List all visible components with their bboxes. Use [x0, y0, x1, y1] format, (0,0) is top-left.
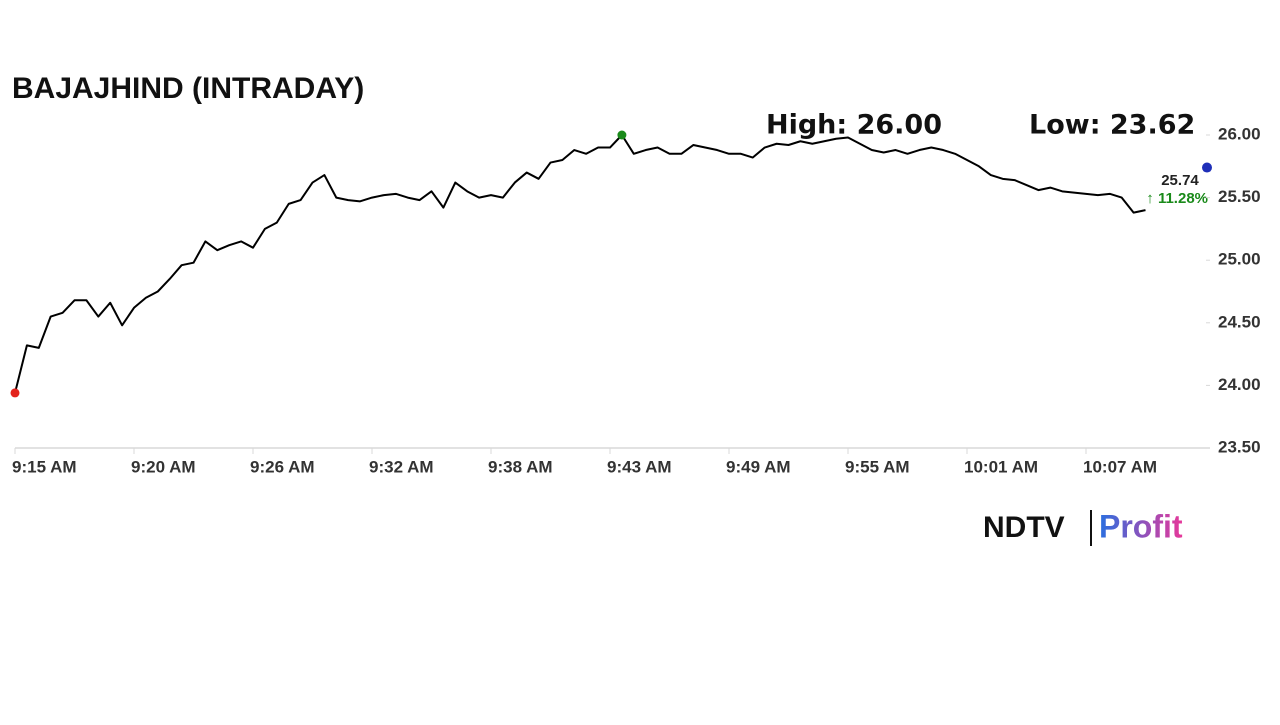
- x-tick-label: 10:01 AM: [964, 457, 1038, 476]
- high-point: [617, 130, 627, 140]
- x-tick-label: 9:43 AM: [607, 457, 672, 476]
- x-tick-label: 9:38 AM: [488, 457, 553, 476]
- x-tick-label: 9:26 AM: [250, 457, 315, 476]
- y-tick-label: 26.00: [1218, 124, 1261, 143]
- y-tick-label: 24.50: [1218, 312, 1261, 331]
- x-tick-label: 10:07 AM: [1083, 457, 1157, 476]
- x-tick-label: 9:20 AM: [131, 457, 196, 476]
- x-tick-label: 9:55 AM: [845, 457, 910, 476]
- x-tick-label: 9:15 AM: [12, 457, 77, 476]
- open-point: [10, 388, 20, 398]
- change-label: ↑ 11.28%: [1146, 190, 1208, 207]
- y-tick-label: 25.50: [1218, 187, 1261, 206]
- y-tick-label: 23.50: [1218, 437, 1261, 456]
- high-annotation: High: 26.00: [766, 110, 942, 141]
- last-price-label: 25.74: [1161, 172, 1199, 189]
- last-price-point: [1202, 162, 1212, 173]
- y-tick-label: 24.00: [1218, 375, 1261, 394]
- low-annotation: Low: 23.62: [1029, 110, 1195, 141]
- brand-product: Profit: [1099, 508, 1183, 544]
- x-tick-label: 9:49 AM: [726, 457, 791, 476]
- x-tick-label: 9:32 AM: [369, 457, 434, 476]
- chart-title: BAJAJHIND (INTRADAY): [12, 72, 364, 105]
- price-line: [14, 134, 1146, 394]
- brand-logo: NDTV: [983, 511, 1065, 544]
- y-tick-label: 25.00: [1218, 250, 1261, 269]
